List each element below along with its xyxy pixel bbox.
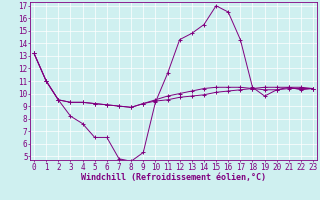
X-axis label: Windchill (Refroidissement éolien,°C): Windchill (Refroidissement éolien,°C)	[81, 173, 266, 182]
